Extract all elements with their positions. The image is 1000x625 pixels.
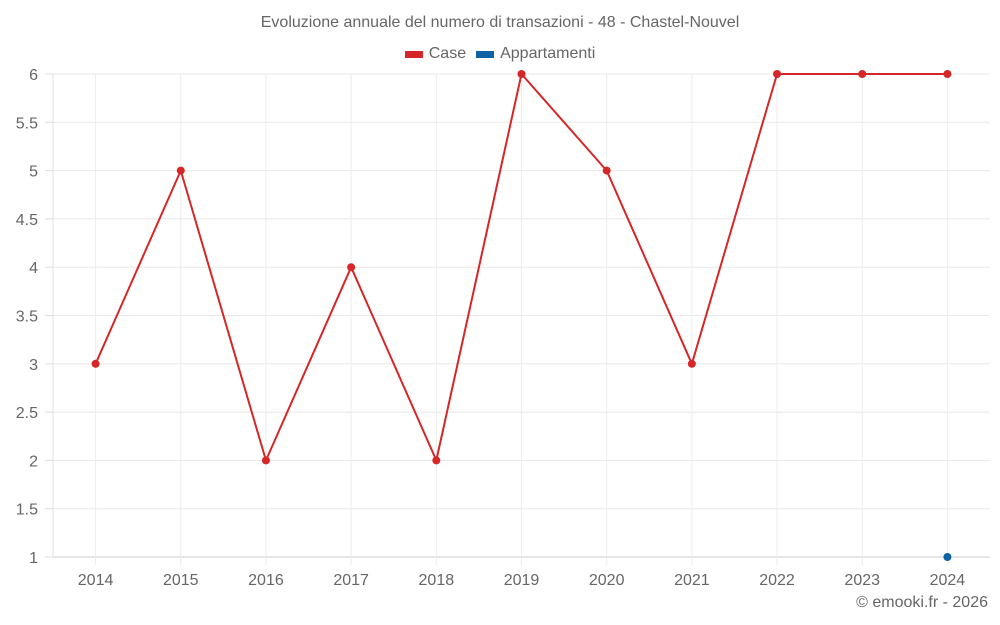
- y-tick-label: 2: [29, 453, 38, 470]
- series-appartamenti: [943, 553, 952, 561]
- data-point[interactable]: [347, 263, 356, 272]
- chart-title: Evoluzione annuale del numero di transaz…: [260, 14, 740, 31]
- data-point[interactable]: [517, 70, 526, 78]
- legend-swatch-case: [404, 50, 423, 58]
- x-tick-label: 2015: [163, 572, 199, 589]
- data-point[interactable]: [91, 359, 100, 368]
- y-tick-label: 2.5: [16, 405, 38, 422]
- legend-label-case: Case: [428, 45, 467, 62]
- legend-label-appartamenti: Appartamenti: [500, 45, 596, 62]
- legend-item-appartamenti[interactable]: Appartamenti: [476, 45, 595, 63]
- y-tick-label: 5.5: [16, 115, 38, 132]
- y-tick-label: 4.5: [16, 212, 38, 229]
- data-point[interactable]: [943, 70, 952, 78]
- y-tick-label: 1: [29, 550, 38, 567]
- y-tick-label: 3: [29, 357, 38, 374]
- data-point[interactable]: [858, 70, 867, 78]
- data-point[interactable]: [176, 166, 185, 175]
- y-tick-label: 1.5: [16, 502, 38, 519]
- data-point[interactable]: [773, 70, 782, 78]
- x-tick-label: 2018: [419, 572, 455, 589]
- y-tick-label: 3.5: [16, 309, 38, 326]
- x-tick-label: 2017: [333, 572, 369, 589]
- data-point[interactable]: [602, 166, 611, 175]
- grid: 1 1.5 2 2.5 3 3.5 4 4.5 5 5.5 6 2014 2015 2016 2017 201…: [16, 67, 990, 589]
- data-point[interactable]: [943, 553, 952, 561]
- x-tick-label: 2014: [78, 572, 114, 589]
- x-tick-label: 2022: [759, 572, 795, 589]
- x-tick-label: 2016: [248, 572, 284, 589]
- x-tick-label: 2024: [930, 572, 966, 589]
- y-tick-label: 6: [29, 67, 38, 84]
- y-tick-label: 5: [29, 164, 38, 181]
- series-case: [91, 70, 952, 465]
- credit-text: © emooki.fr - 2026: [856, 594, 988, 611]
- x-tick-label: 2020: [589, 572, 625, 589]
- legend-swatch-appartamenti: [476, 50, 495, 58]
- x-tick-label: 2023: [844, 572, 880, 589]
- y-tick-label: 4: [29, 260, 38, 277]
- x-tick-label: 2019: [504, 572, 540, 589]
- x-tick-label: 2021: [674, 572, 710, 589]
- data-point[interactable]: [432, 456, 441, 465]
- legend-item-case[interactable]: Case: [404, 45, 467, 63]
- data-point[interactable]: [261, 456, 270, 465]
- data-point[interactable]: [687, 359, 696, 368]
- chart-legend: Case Appartamenti: [0, 45, 1000, 63]
